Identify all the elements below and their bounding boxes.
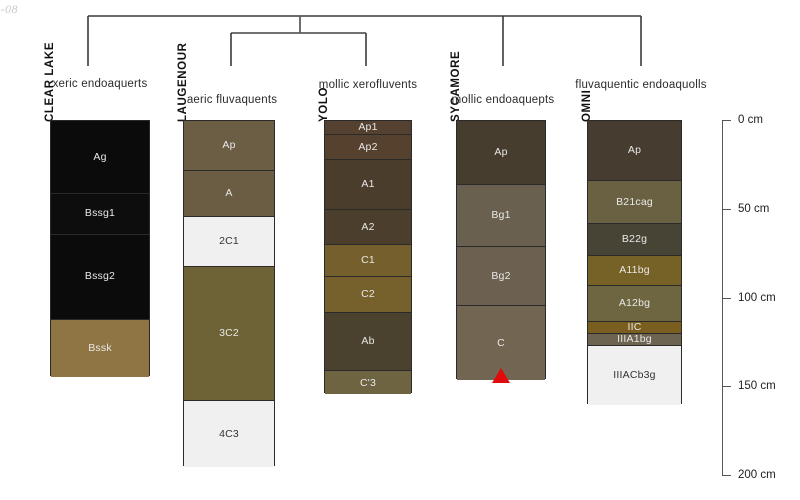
water-table-marker xyxy=(492,367,510,383)
soil-horizon: A11bg xyxy=(588,255,681,287)
horizon-label: Ag xyxy=(93,150,107,163)
soil-horizon: Bssg1 xyxy=(51,193,149,235)
depth-tick-label: 50 cm xyxy=(738,202,770,215)
pedon-name: OMNI xyxy=(581,89,593,122)
soil-horizon: C2 xyxy=(325,277,411,313)
depth-axis: 0 cm 50 cm 100 cm 150 cm 200 cm xyxy=(716,112,800,481)
soil-horizon: Ap2 xyxy=(325,135,411,161)
depth-tick xyxy=(722,208,731,210)
soil-horizon: IIIA1bg xyxy=(588,333,681,347)
horizon-label: 3C2 xyxy=(219,327,239,340)
soil-horizon: Ab xyxy=(325,312,411,372)
soil-horizon: IIC xyxy=(588,321,681,334)
soil-horizon: 2C1 xyxy=(184,216,274,267)
soil-horizon: A12bg xyxy=(588,286,681,322)
horizon-label: B21cag xyxy=(616,195,653,208)
soil-horizon: Ap1 xyxy=(325,121,411,136)
profile-column: Ag Bssg1 Bssg2 Bssk xyxy=(50,120,150,377)
horizon-label: C xyxy=(497,336,505,349)
horizon-label: Ap1 xyxy=(358,121,378,134)
profile-column: Ap B21cag B22g A11bg A12bg IIC IIIA1bg IIIACb3g xyxy=(587,120,682,405)
horizon-label: 2C1 xyxy=(219,234,239,247)
pedon-name: SYCAMORE xyxy=(450,50,462,122)
pedon-name: CLEAR LAKE xyxy=(44,41,56,122)
soil-horizon: B22g xyxy=(588,223,681,256)
corner-stamp: 0-08 xyxy=(0,2,18,16)
horizon-label: 4C3 xyxy=(219,427,239,440)
soil-horizon: Ap xyxy=(184,121,274,171)
horizon-label: Ap xyxy=(627,144,642,157)
soil-horizon: Bg1 xyxy=(457,184,545,248)
horizon-label: C'3 xyxy=(359,376,377,389)
horizon-label: Ab xyxy=(361,335,375,348)
depth-tick xyxy=(722,386,731,388)
soil-horizon: A1 xyxy=(325,160,411,210)
horizon-label: Ap2 xyxy=(358,140,378,153)
horizon-label: IIIACb3g xyxy=(613,369,656,382)
dendrogram xyxy=(87,15,642,66)
horizon-label: A11bg xyxy=(619,264,650,277)
pedon-name: LAUGENOUR xyxy=(177,42,189,122)
horizon-label: A xyxy=(225,187,233,199)
profile-column: Ap1 Ap2 A1 A2 C1 C2 Ab C'3 xyxy=(324,120,412,395)
horizon-label: C2 xyxy=(361,288,375,301)
horizon-label: IIC xyxy=(627,321,642,333)
horizon-label: A2 xyxy=(361,220,375,233)
horizon-label: Ap xyxy=(222,139,236,152)
soil-horizon: IIIACb3g xyxy=(588,346,681,405)
horizon-label: A1 xyxy=(361,178,375,191)
horizon-label: Ap xyxy=(494,146,508,159)
dendrogram-leaf-label: xeric endoaquerts xyxy=(52,78,148,90)
pedon-name: YOLO xyxy=(318,87,330,122)
depth-tick-label: 150 cm xyxy=(738,380,776,393)
horizon-label: Bssg2 xyxy=(84,270,116,283)
dendrogram-leaf-label: mollic endoaquepts xyxy=(451,94,555,106)
soil-horizon: Ap xyxy=(588,121,681,182)
profile-column: Ap A 2C1 3C2 4C3 xyxy=(183,120,275,468)
dendrogram-leaf-label: mollic xerofluvents xyxy=(318,79,418,91)
soil-horizon: A2 xyxy=(325,209,411,246)
horizon-label: Bssg1 xyxy=(84,207,116,220)
soil-horizon: B21cag xyxy=(588,181,681,224)
depth-tick-label: 100 cm xyxy=(738,291,776,304)
soil-horizon: C1 xyxy=(325,245,411,278)
dendrogram-leaf-label: aeric fluvaquents xyxy=(186,94,278,106)
depth-tick xyxy=(722,475,731,476)
soil-horizon: Bg2 xyxy=(457,247,545,306)
depth-tick-label: 200 cm xyxy=(738,469,776,481)
soil-horizon: 4C3 xyxy=(184,401,274,468)
soil-horizon: C'3 xyxy=(325,371,411,395)
soil-horizon: Bssg2 xyxy=(51,234,149,320)
depth-tick xyxy=(722,297,731,299)
soil-horizon: Bssk xyxy=(51,319,149,377)
dendrogram-leaf-label: fluvaquentic endoaquolls xyxy=(575,79,707,91)
depth-tick xyxy=(722,120,731,121)
horizon-label: Bg2 xyxy=(491,269,511,282)
horizon-label: C1 xyxy=(361,254,375,267)
soil-horizon: Ag xyxy=(51,121,149,194)
horizon-label: B22g xyxy=(621,233,648,246)
soil-horizon: 3C2 xyxy=(184,266,274,402)
soil-horizon: Ap xyxy=(457,121,545,185)
soil-horizon: A xyxy=(184,170,274,217)
horizon-label: Bg1 xyxy=(491,209,511,222)
depth-tick-label: 0 cm xyxy=(738,114,763,126)
horizon-label: Bssk xyxy=(88,341,112,354)
horizon-label: A12bg xyxy=(618,297,651,310)
profile-column: Ap Bg1 Bg2 C xyxy=(456,120,546,381)
horizon-label: IIIA1bg xyxy=(617,333,652,346)
